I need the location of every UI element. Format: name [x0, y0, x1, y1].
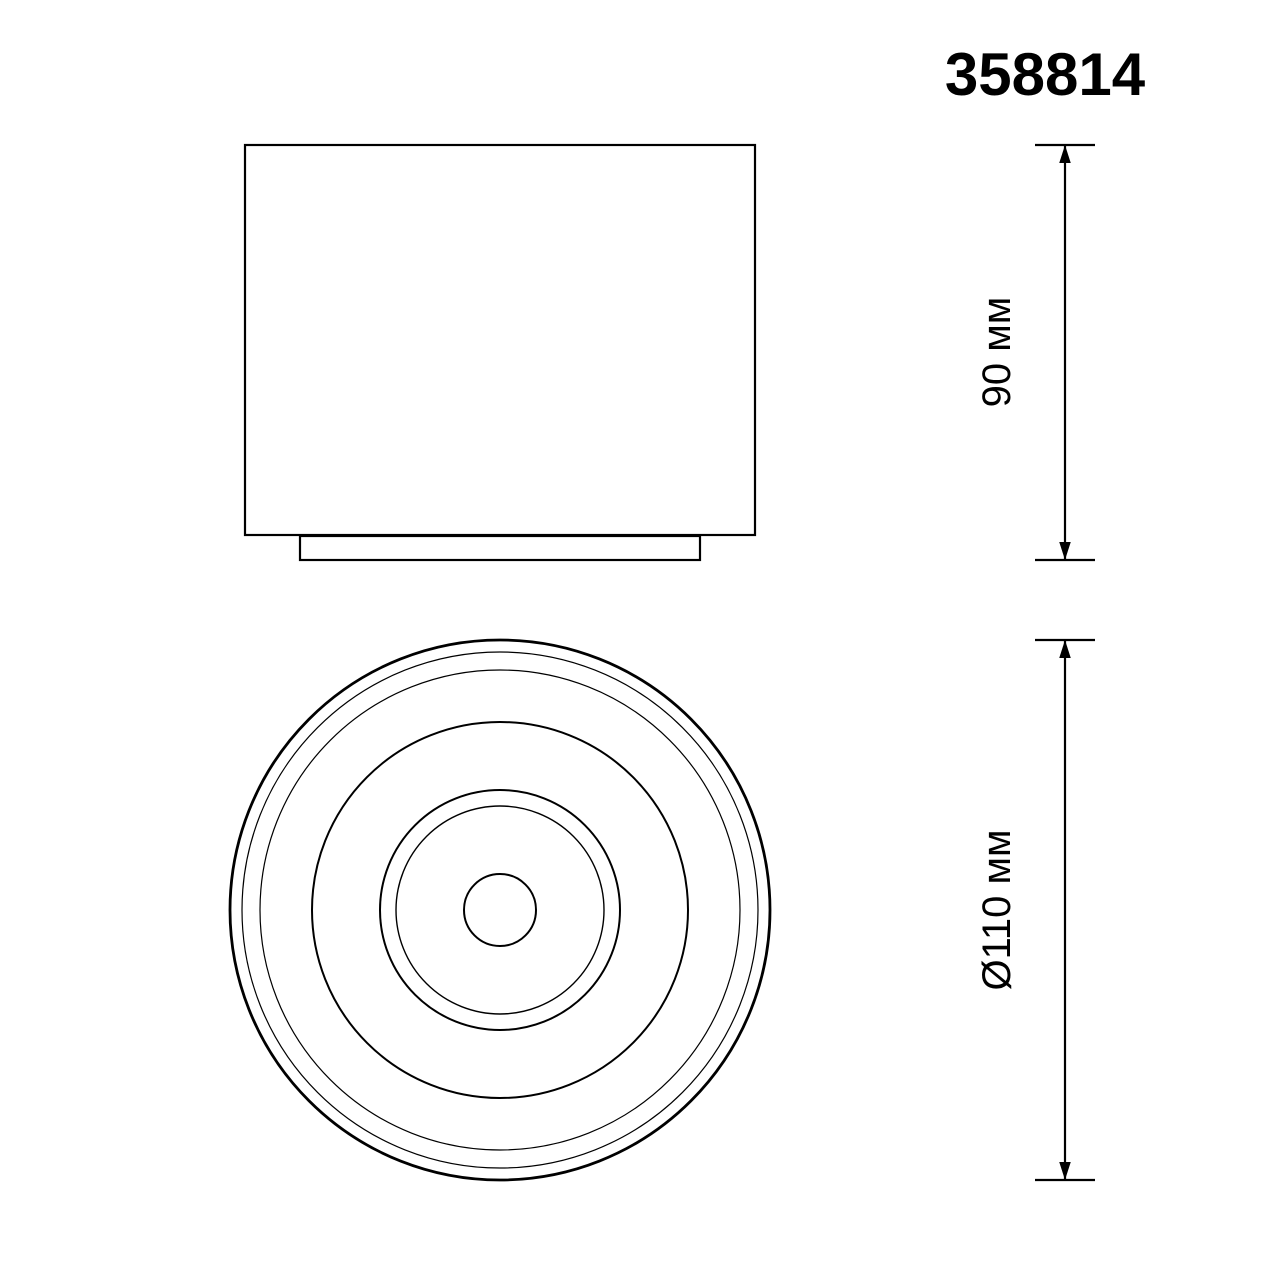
- diameter-dimension-label: Ø110 мм: [975, 830, 1019, 991]
- model-number: 358814: [945, 41, 1146, 108]
- side-chin-rect: [300, 536, 700, 560]
- technical-drawing: 358814 90 мм Ø110 мм: [0, 0, 1280, 1280]
- height-dimension-label: 90 мм: [975, 297, 1019, 408]
